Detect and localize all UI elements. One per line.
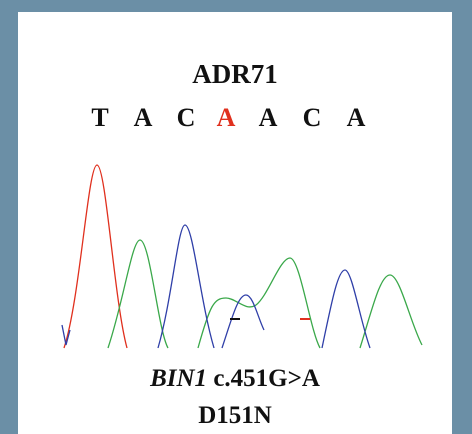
trace-red: [64, 165, 127, 348]
mutated-base: A: [217, 103, 236, 132]
sample-title: ADR71: [192, 59, 278, 89]
base: A: [259, 103, 278, 132]
trace-blue: [158, 225, 214, 348]
trace-blue: [322, 270, 370, 348]
base: T: [91, 103, 108, 132]
trace-green: [198, 258, 320, 348]
base: C: [177, 103, 196, 132]
variant-caption: BIN1 c.451G>A: [149, 365, 320, 392]
gene-name: BIN1: [149, 365, 207, 392]
chromatogram: [62, 165, 422, 348]
base: A: [347, 103, 366, 132]
base: A: [134, 103, 153, 132]
protein-change: D151N: [198, 402, 272, 429]
page: ADR71 T A C A A C A BIN1 c.451G>A D151N …: [0, 0, 472, 434]
trace-green: [360, 275, 422, 348]
variant: c.451G>A: [207, 365, 320, 392]
base: C: [303, 103, 322, 132]
figure: ADR71 T A C A A C A BIN1 c.451G>A D151N: [0, 0, 472, 434]
